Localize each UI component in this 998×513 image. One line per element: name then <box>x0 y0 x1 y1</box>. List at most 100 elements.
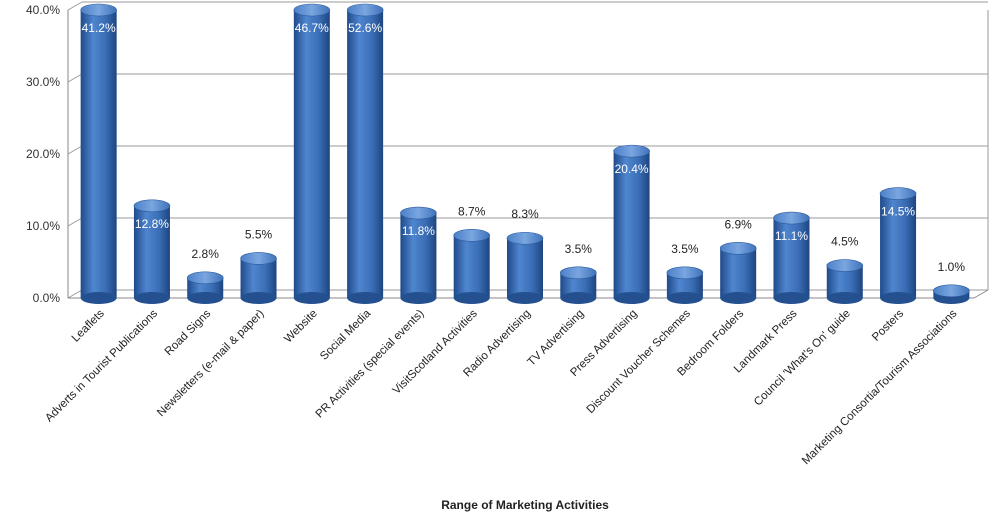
bar <box>719 242 757 304</box>
bar <box>613 144 650 304</box>
gridline-depth <box>67 217 83 227</box>
bar <box>80 3 117 304</box>
bar-base <box>80 292 117 304</box>
bar-cap <box>240 252 277 265</box>
bar-cap <box>133 199 171 213</box>
category-label: TV Advertising <box>525 308 586 369</box>
bar-base <box>773 292 810 304</box>
bar-cap <box>879 187 917 200</box>
bar-body <box>453 235 490 298</box>
bar-base <box>560 292 597 304</box>
bar-value-label: 11.1% <box>775 229 808 243</box>
bar-value-label: 1.0% <box>938 260 966 274</box>
category-label: Road Signs <box>163 307 214 358</box>
bars <box>80 3 970 304</box>
category-label: Adverts in Tourist Publications <box>43 307 160 424</box>
bar-value-label: 41.2% <box>82 21 116 35</box>
bar-cap <box>719 242 757 255</box>
bar <box>293 3 331 304</box>
bar-value-label: 5.5% <box>245 227 273 241</box>
bar <box>453 229 491 304</box>
bar <box>346 3 384 304</box>
bar-body <box>720 248 757 298</box>
bar-value-label: 11.8% <box>402 224 435 238</box>
category-label: Website <box>282 308 320 346</box>
bar-body <box>400 213 437 298</box>
y-tick-label: 40.0% <box>26 3 60 17</box>
bar <box>186 271 224 304</box>
bar <box>400 206 437 304</box>
y-tick-label: 0.0% <box>33 291 61 305</box>
bar-base <box>720 292 757 304</box>
bar-cap <box>933 284 970 298</box>
bar-cap <box>506 231 544 245</box>
gridline-depth <box>67 1 83 11</box>
bar-value-label: 3.5% <box>565 242 593 256</box>
bar-body <box>773 218 810 298</box>
bar-body <box>507 238 543 298</box>
bar-value-label: 8.7% <box>458 204 486 218</box>
bar <box>933 284 970 304</box>
bar-value-label: 6.9% <box>724 217 752 231</box>
bar-cap <box>559 266 597 280</box>
bar-base <box>240 292 277 304</box>
bar-cap <box>453 229 491 242</box>
bar-value-label: 2.8% <box>192 247 220 261</box>
category-label: Posters <box>870 307 906 343</box>
y-tick-label: 10.0% <box>26 219 60 233</box>
category-label: Discount Voucher Schemes <box>585 307 694 416</box>
bar-base <box>293 292 330 304</box>
bar <box>879 187 917 304</box>
category-label: Newsletters (e-mail & paper) <box>155 308 267 420</box>
bar-cap <box>293 3 331 17</box>
category-label: Social Media <box>318 307 373 362</box>
bar-cap <box>346 3 384 17</box>
category-label: Council 'What's On' guide <box>752 308 853 409</box>
bar-value-label: 8.3% <box>511 207 539 221</box>
bar-body <box>613 151 650 298</box>
bar-base <box>666 292 703 304</box>
data-labels: 41.2% 12.8% 2.8% 5.5% 46.7% 52.6% 11.8% 8.7% 8.3… <box>82 21 966 274</box>
bar-cap <box>826 259 864 272</box>
bar <box>506 231 544 304</box>
bar-base <box>613 292 650 304</box>
y-tick-label: 20.0% <box>26 147 60 161</box>
bar-value-label: 20.4% <box>615 162 649 176</box>
y-axis-ticks: 0.0% 10.0% 20.0% 30.0% 40.0% <box>26 3 60 305</box>
bar-cap <box>80 3 117 17</box>
bar-value-label: 46.7% <box>295 21 329 35</box>
bar-value-label: 14.5% <box>881 205 915 219</box>
bar <box>559 266 597 304</box>
y-tick-label: 30.0% <box>26 75 60 89</box>
bar <box>666 266 704 304</box>
bar-base <box>453 292 490 304</box>
bar <box>826 259 864 304</box>
bar-cap <box>613 144 650 158</box>
bar-base <box>187 292 224 304</box>
bar-value-label: 52.6% <box>348 21 382 35</box>
gridline-depth <box>67 73 83 83</box>
bar-value-label: 12.8% <box>135 217 169 231</box>
bar <box>133 199 171 304</box>
bar-value-label: 3.5% <box>671 242 699 256</box>
gridline-depth <box>67 289 83 299</box>
bar-base <box>880 292 917 304</box>
bar-body <box>240 258 277 298</box>
bar-body <box>133 205 170 298</box>
bar <box>240 252 277 304</box>
x-axis-title: Range of Marketing Activities <box>441 498 609 512</box>
bar-base <box>347 292 384 304</box>
bar-value-label: 4.5% <box>831 235 859 249</box>
bar-cap <box>773 211 810 225</box>
gridline-depth <box>67 145 83 155</box>
bar-body <box>80 10 117 298</box>
bar-base <box>826 292 863 304</box>
bar-body <box>880 193 917 298</box>
bar <box>773 211 810 304</box>
category-label: PR Activities (special events) <box>314 308 427 421</box>
category-label: Leaflets <box>70 307 107 344</box>
bar-cap <box>400 206 437 220</box>
bar-base <box>133 292 170 304</box>
